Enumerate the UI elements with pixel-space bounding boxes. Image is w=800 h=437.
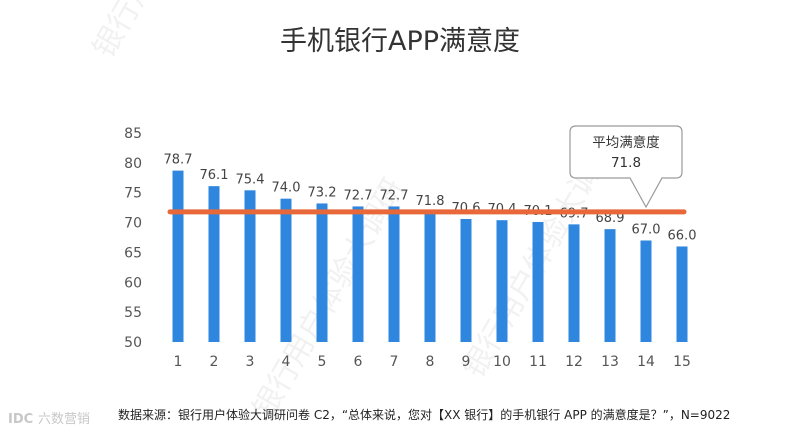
data-label: 76.1 [200, 168, 229, 183]
y-tick-label: 75 [124, 186, 142, 202]
logo-text: 六数营销 [38, 412, 90, 427]
data-label: 66.0 [668, 228, 697, 243]
bar [316, 203, 328, 342]
bar [352, 206, 364, 342]
data-label: 71.8 [416, 194, 445, 209]
bar [244, 190, 256, 342]
data-label: 72.7 [380, 188, 409, 203]
x-tick-label: 5 [318, 354, 327, 370]
source-text: 数据来源：银行用户体验大调研问卷 C2，“总体来说，您对【XX 银行】的手机银行… [118, 407, 730, 422]
y-tick-label: 65 [124, 245, 142, 261]
bar [604, 229, 616, 342]
bar [496, 220, 508, 342]
y-tick-label: 50 [124, 335, 142, 351]
bar [532, 221, 544, 342]
x-tick-label: 8 [426, 354, 435, 370]
x-tick-label: 14 [637, 354, 655, 370]
data-label: 67.0 [632, 222, 661, 237]
bar [172, 170, 184, 342]
data-label: 74.0 [272, 181, 301, 196]
bars [172, 170, 688, 342]
watermark-text-1: 银行用户体验大调研 [87, 0, 252, 64]
x-tick-label: 11 [529, 354, 547, 370]
y-tick-label: 85 [124, 126, 142, 142]
logo: IDC 六数营销 [8, 412, 90, 427]
y-axis: 50 55 60 65 70 75 80 85 [124, 126, 142, 351]
bar [460, 218, 472, 342]
bar [568, 224, 580, 342]
bar [208, 186, 220, 342]
x-axis: 1 2 3 4 5 6 7 8 9 10 11 12 13 14 15 [174, 354, 691, 370]
average-group: 平均满意度 71.8 [167, 125, 687, 215]
x-tick-label: 1 [174, 354, 183, 370]
x-tick-label: 10 [493, 354, 511, 370]
average-callout-box [569, 125, 683, 209]
chart-title: 手机银行APP满意度 [280, 26, 520, 57]
y-tick-label: 80 [124, 156, 142, 172]
bar [640, 240, 652, 342]
x-tick-label: 7 [390, 354, 399, 370]
x-tick-label: 4 [282, 354, 291, 370]
x-tick-label: 13 [601, 354, 619, 370]
logo-mark: IDC [8, 412, 33, 427]
x-tick-label: 9 [462, 354, 471, 370]
y-tick-label: 70 [124, 216, 142, 232]
data-label: 73.2 [308, 185, 337, 200]
bar [676, 246, 688, 342]
x-tick-label: 2 [210, 354, 219, 370]
bar [424, 211, 436, 342]
data-label: 72.7 [344, 188, 373, 203]
bar [280, 198, 292, 342]
x-tick-label: 12 [565, 354, 583, 370]
bar [388, 206, 400, 342]
x-tick-label: 6 [354, 354, 363, 370]
y-tick-label: 55 [124, 305, 142, 321]
x-tick-label: 3 [246, 354, 255, 370]
average-callout-value: 71.8 [611, 155, 641, 171]
x-tick-label: 15 [673, 354, 691, 370]
data-label: 78.7 [164, 153, 193, 168]
average-callout-label: 平均满意度 [592, 134, 660, 151]
data-label: 68.9 [596, 211, 625, 226]
data-label: 75.4 [236, 172, 265, 187]
y-tick-label: 60 [124, 275, 142, 291]
source-note: 数据来源：银行用户体验大调研问卷 C2，“总体来说，您对【XX 银行】的手机银行… [118, 407, 730, 422]
